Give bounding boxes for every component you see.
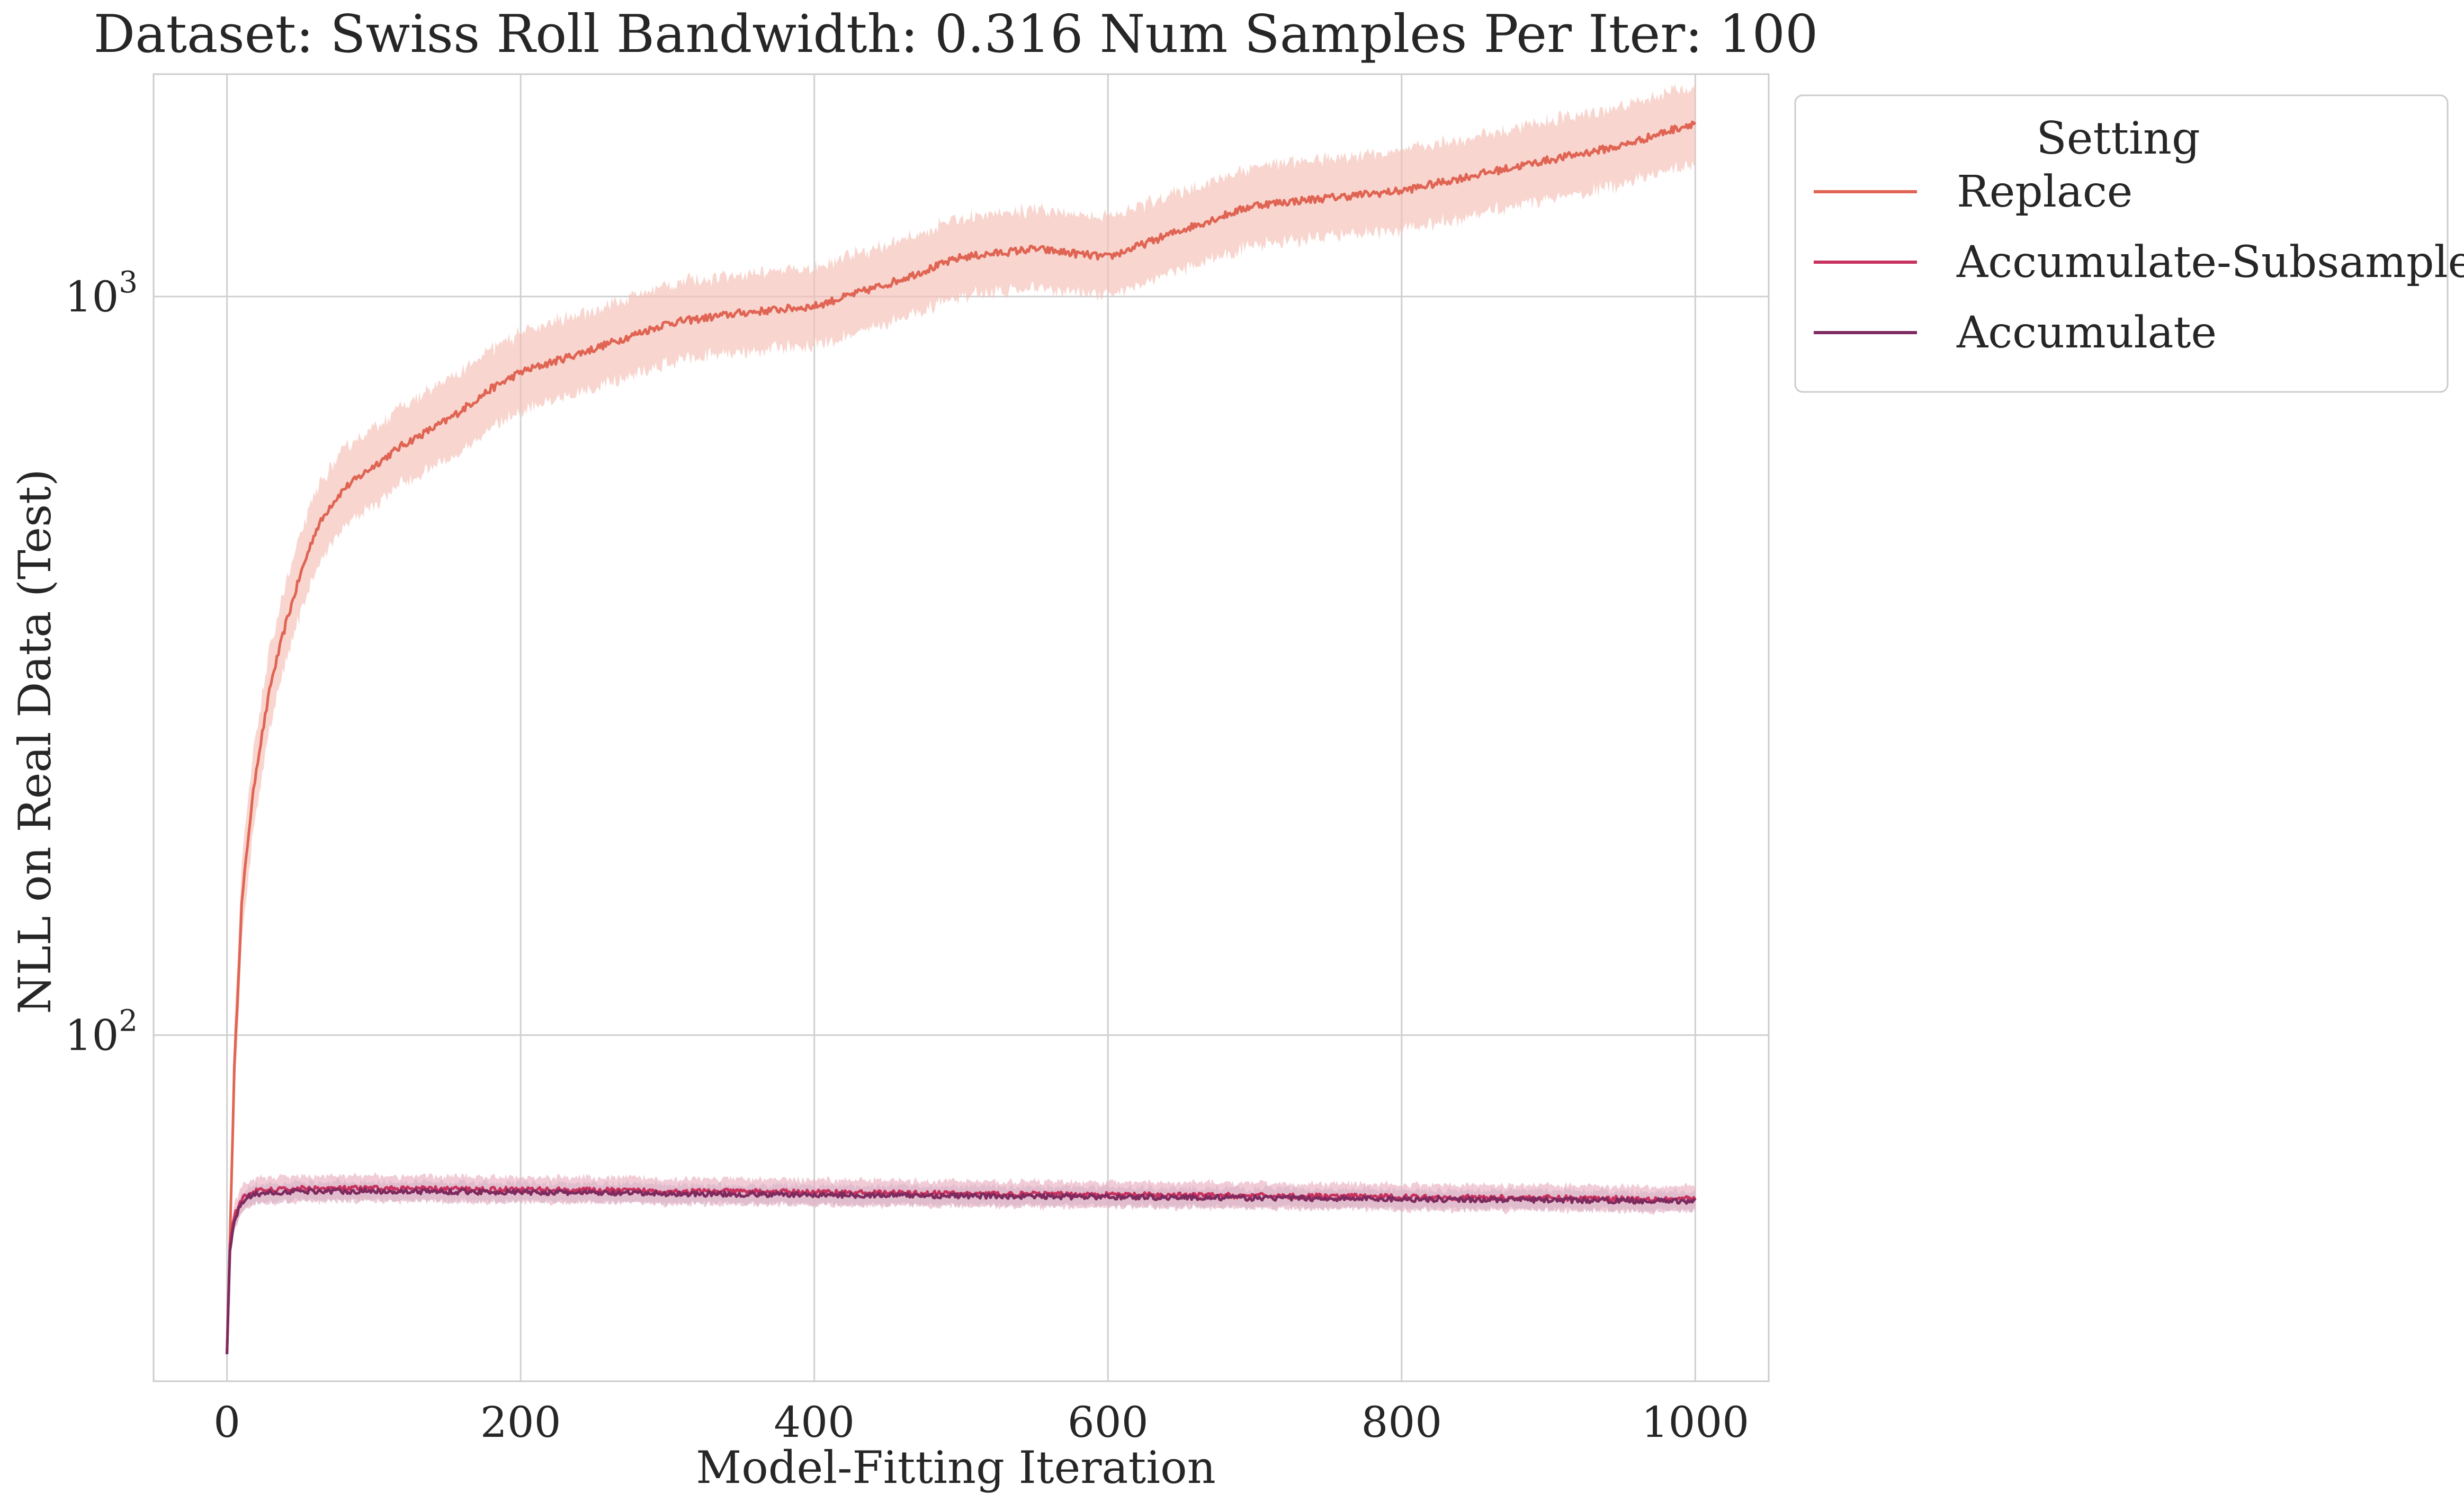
x-tick-label: 200 <box>480 1398 561 1447</box>
chart-title: Dataset: Swiss Roll Bandwidth: 0.316 Num… <box>94 4 1818 65</box>
series-lines <box>226 120 1697 1354</box>
y-tick-label: 102 <box>65 1004 138 1060</box>
legend-label: Accumulate-Subsample <box>1956 237 2464 288</box>
y-tick-labels: 102 103 <box>65 265 138 1060</box>
x-tick-labels: 0 200 400 600 800 1000 <box>213 1398 1749 1447</box>
confidence-band <box>227 1178 1696 1357</box>
x-tick-label: 400 <box>774 1398 855 1447</box>
legend-box <box>1794 94 2449 393</box>
x-tick-label: 600 <box>1068 1398 1149 1447</box>
legend-title: Setting <box>2036 112 2200 164</box>
x-tick-label: 800 <box>1361 1398 1442 1447</box>
series-line <box>226 120 1697 1354</box>
legend-label: Accumulate <box>1956 308 2217 358</box>
legend-label: Replace <box>1957 167 2133 217</box>
confidence-band <box>227 81 1696 1357</box>
legend: Setting Replace Accumulate-Subsample Accum… <box>1794 94 2464 393</box>
x-tick-label: 1000 <box>1642 1398 1750 1447</box>
y-axis-label: NLL on Real Data (Test) <box>9 469 61 1014</box>
confidence-bands <box>227 81 1696 1357</box>
x-axis-label: Model-Fitting Iteration <box>696 1442 1216 1494</box>
y-tick-label: 103 <box>65 265 138 321</box>
series-line <box>226 1187 1697 1354</box>
plot-frame <box>153 73 1770 1382</box>
x-tick-label: 0 <box>213 1398 240 1447</box>
